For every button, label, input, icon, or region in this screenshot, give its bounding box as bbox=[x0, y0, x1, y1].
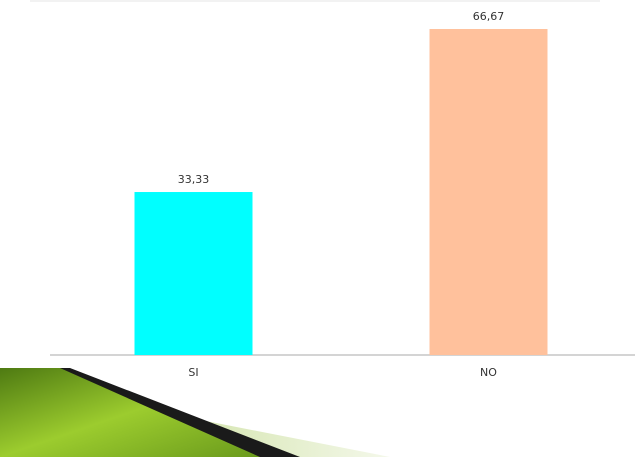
swoosh-green bbox=[0, 368, 260, 457]
bar bbox=[134, 192, 253, 355]
x-tick-label: SI bbox=[188, 366, 198, 379]
value-label: 33,33 bbox=[178, 173, 210, 186]
x-tick-label: NO bbox=[480, 366, 497, 379]
value-label: 66,67 bbox=[473, 10, 505, 23]
bar bbox=[429, 29, 548, 355]
decoration bbox=[0, 368, 390, 457]
